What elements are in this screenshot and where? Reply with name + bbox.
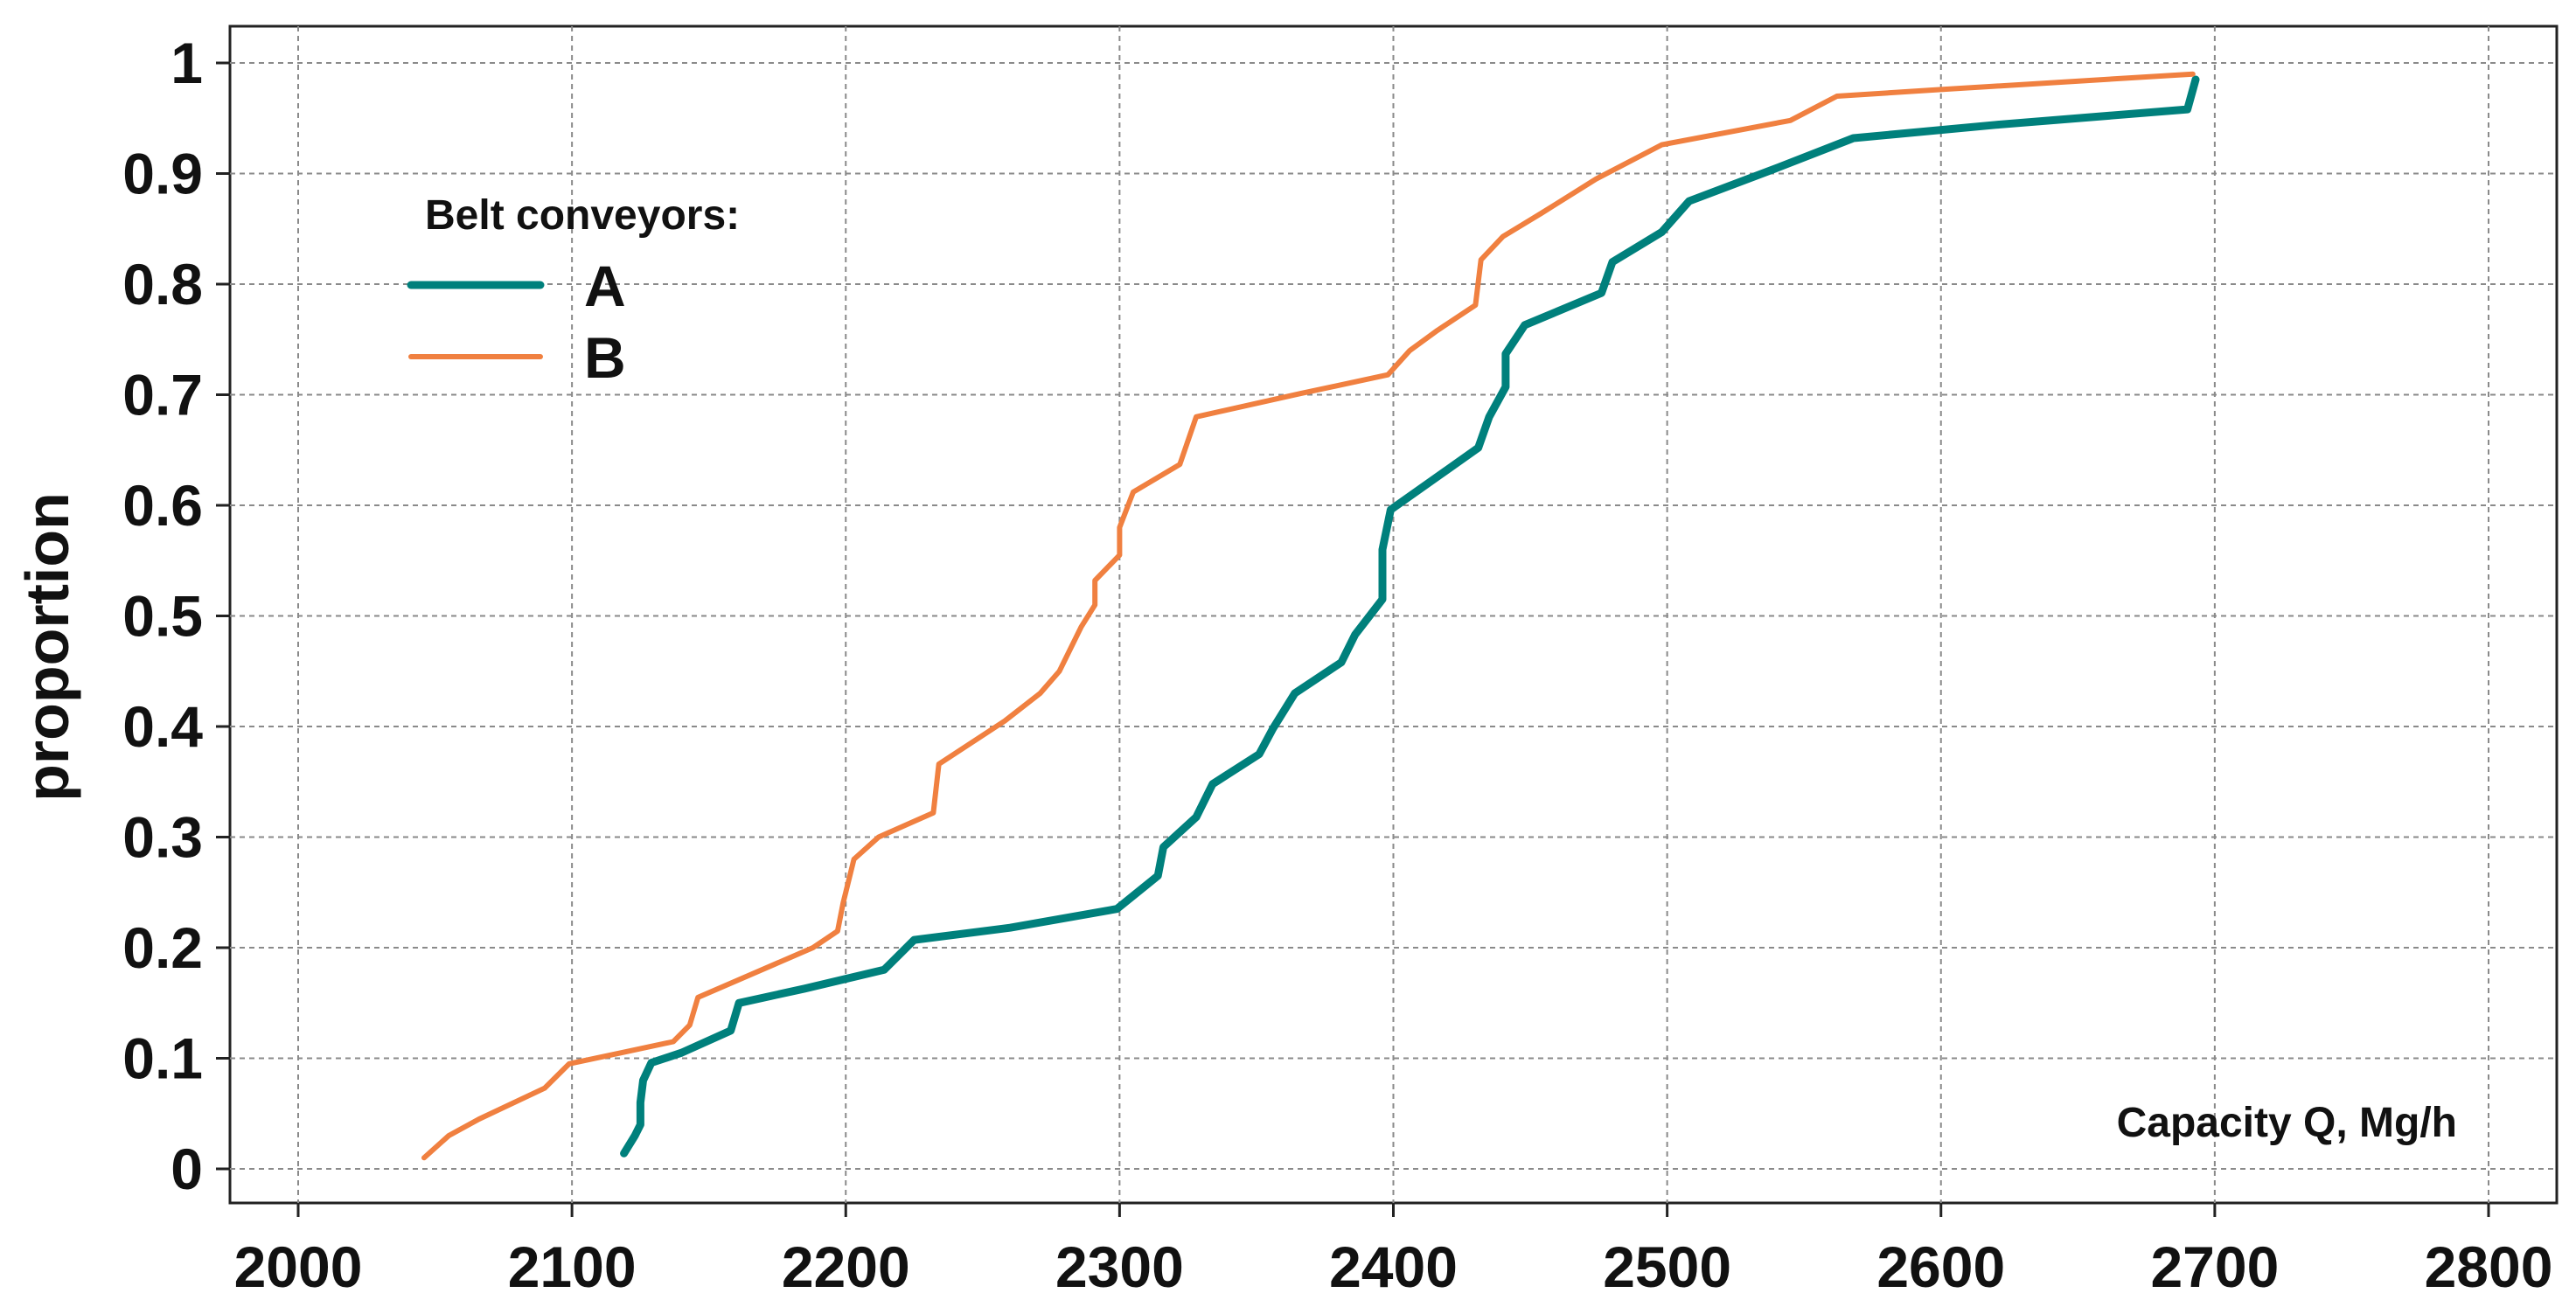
x-tick-label-0: 2000 <box>234 1234 363 1299</box>
x-tick-label-8: 2800 <box>2425 1234 2553 1299</box>
y-tick-label-7: 0.7 <box>122 363 203 428</box>
series-line-b <box>421 71 2196 1161</box>
y-tick-label-6: 0.6 <box>122 473 203 538</box>
series-line-a <box>620 75 2200 1158</box>
y-tick-label-0: 0 <box>171 1137 203 1201</box>
x-tick-label-5: 2500 <box>1603 1234 1731 1299</box>
x-tick-label-3: 2300 <box>1055 1234 1184 1299</box>
y-tick-label-5: 0.5 <box>122 584 203 649</box>
y-axis-title: proportion <box>13 492 81 802</box>
legend-label-b: B <box>584 325 626 390</box>
y-tick-label-1: 0.1 <box>122 1026 203 1091</box>
x-tick-label-6: 2600 <box>1876 1234 2005 1299</box>
axes: 2000 2100 2200 2300 2400 2500 2600 2700 2800 0 0.1… <box>122 31 2552 1299</box>
legend-title: Belt conveyors: <box>425 192 740 239</box>
y-tick-label-8: 0.8 <box>122 252 203 316</box>
legend: Belt conveyors: A B <box>407 192 740 390</box>
x-tick-label-1: 2100 <box>508 1234 637 1299</box>
y-tick-label-2: 0.2 <box>122 915 203 980</box>
x-tick-label-4: 2400 <box>1329 1234 1458 1299</box>
y-tick-label-10: 1 <box>171 31 203 95</box>
x-tick-label-7: 2700 <box>2150 1234 2279 1299</box>
y-tick-label-9: 0.9 <box>122 142 203 206</box>
x-axis-title: Capacity Q, Mg/h <box>2117 1100 2457 1146</box>
grid <box>230 26 2557 1203</box>
legend-label-a: A <box>584 254 626 318</box>
series-layer <box>421 71 2200 1161</box>
y-tick-label-3: 0.3 <box>122 805 203 870</box>
y-tick-label-4: 0.4 <box>122 694 203 759</box>
x-tick-label-2: 2200 <box>782 1234 910 1299</box>
